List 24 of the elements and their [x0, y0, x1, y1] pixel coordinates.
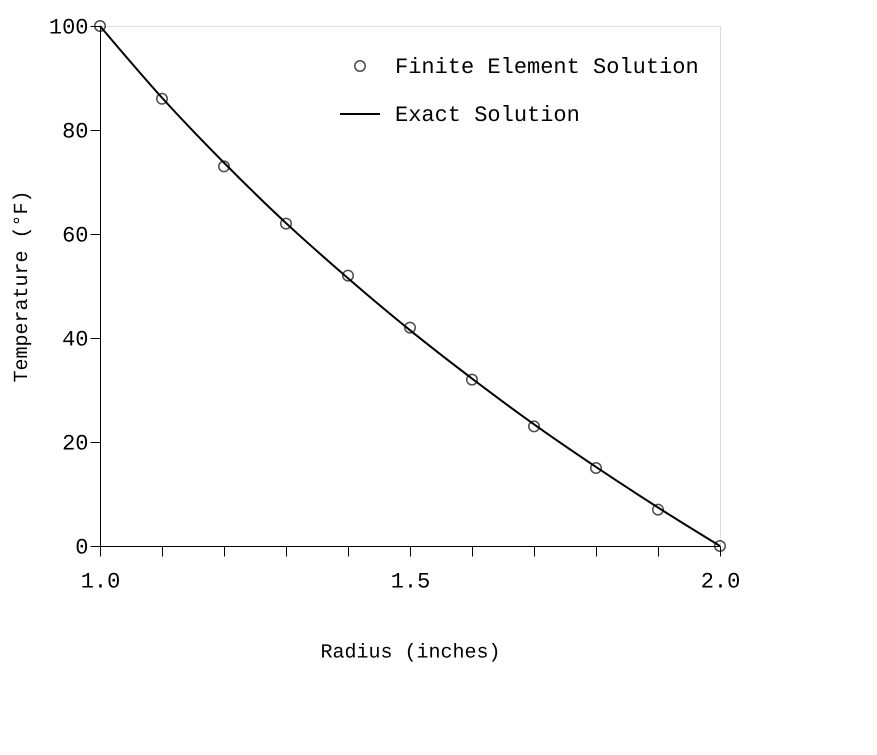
y-tick-label: 0	[75, 536, 88, 560]
point	[342, 270, 354, 282]
y-tick-label: 80	[62, 120, 88, 144]
y-axis-title: Temperature (°F)	[10, 190, 34, 383]
x-tick-label: 1.5	[390, 570, 430, 594]
y-tick-label: 60	[62, 224, 88, 248]
legend-label: Exact Solution	[395, 103, 580, 128]
y-tick-label: 100	[48, 16, 88, 40]
point	[590, 462, 602, 474]
x-tick-label: 1.0	[80, 570, 120, 594]
point	[652, 504, 664, 516]
point	[404, 322, 416, 334]
point	[466, 374, 478, 386]
point	[156, 92, 168, 105]
point	[94, 20, 106, 32]
x-axis-title: Radius (inches)	[320, 642, 501, 664]
point	[280, 218, 292, 230]
y-tick-label: 40	[62, 328, 88, 352]
point	[714, 540, 726, 552]
point	[218, 160, 230, 172]
point	[528, 420, 540, 432]
y-tick-label: 20	[62, 432, 88, 456]
x-tick-label: 2.0	[700, 570, 740, 594]
legend-label: Finite Element Solution	[395, 55, 699, 80]
